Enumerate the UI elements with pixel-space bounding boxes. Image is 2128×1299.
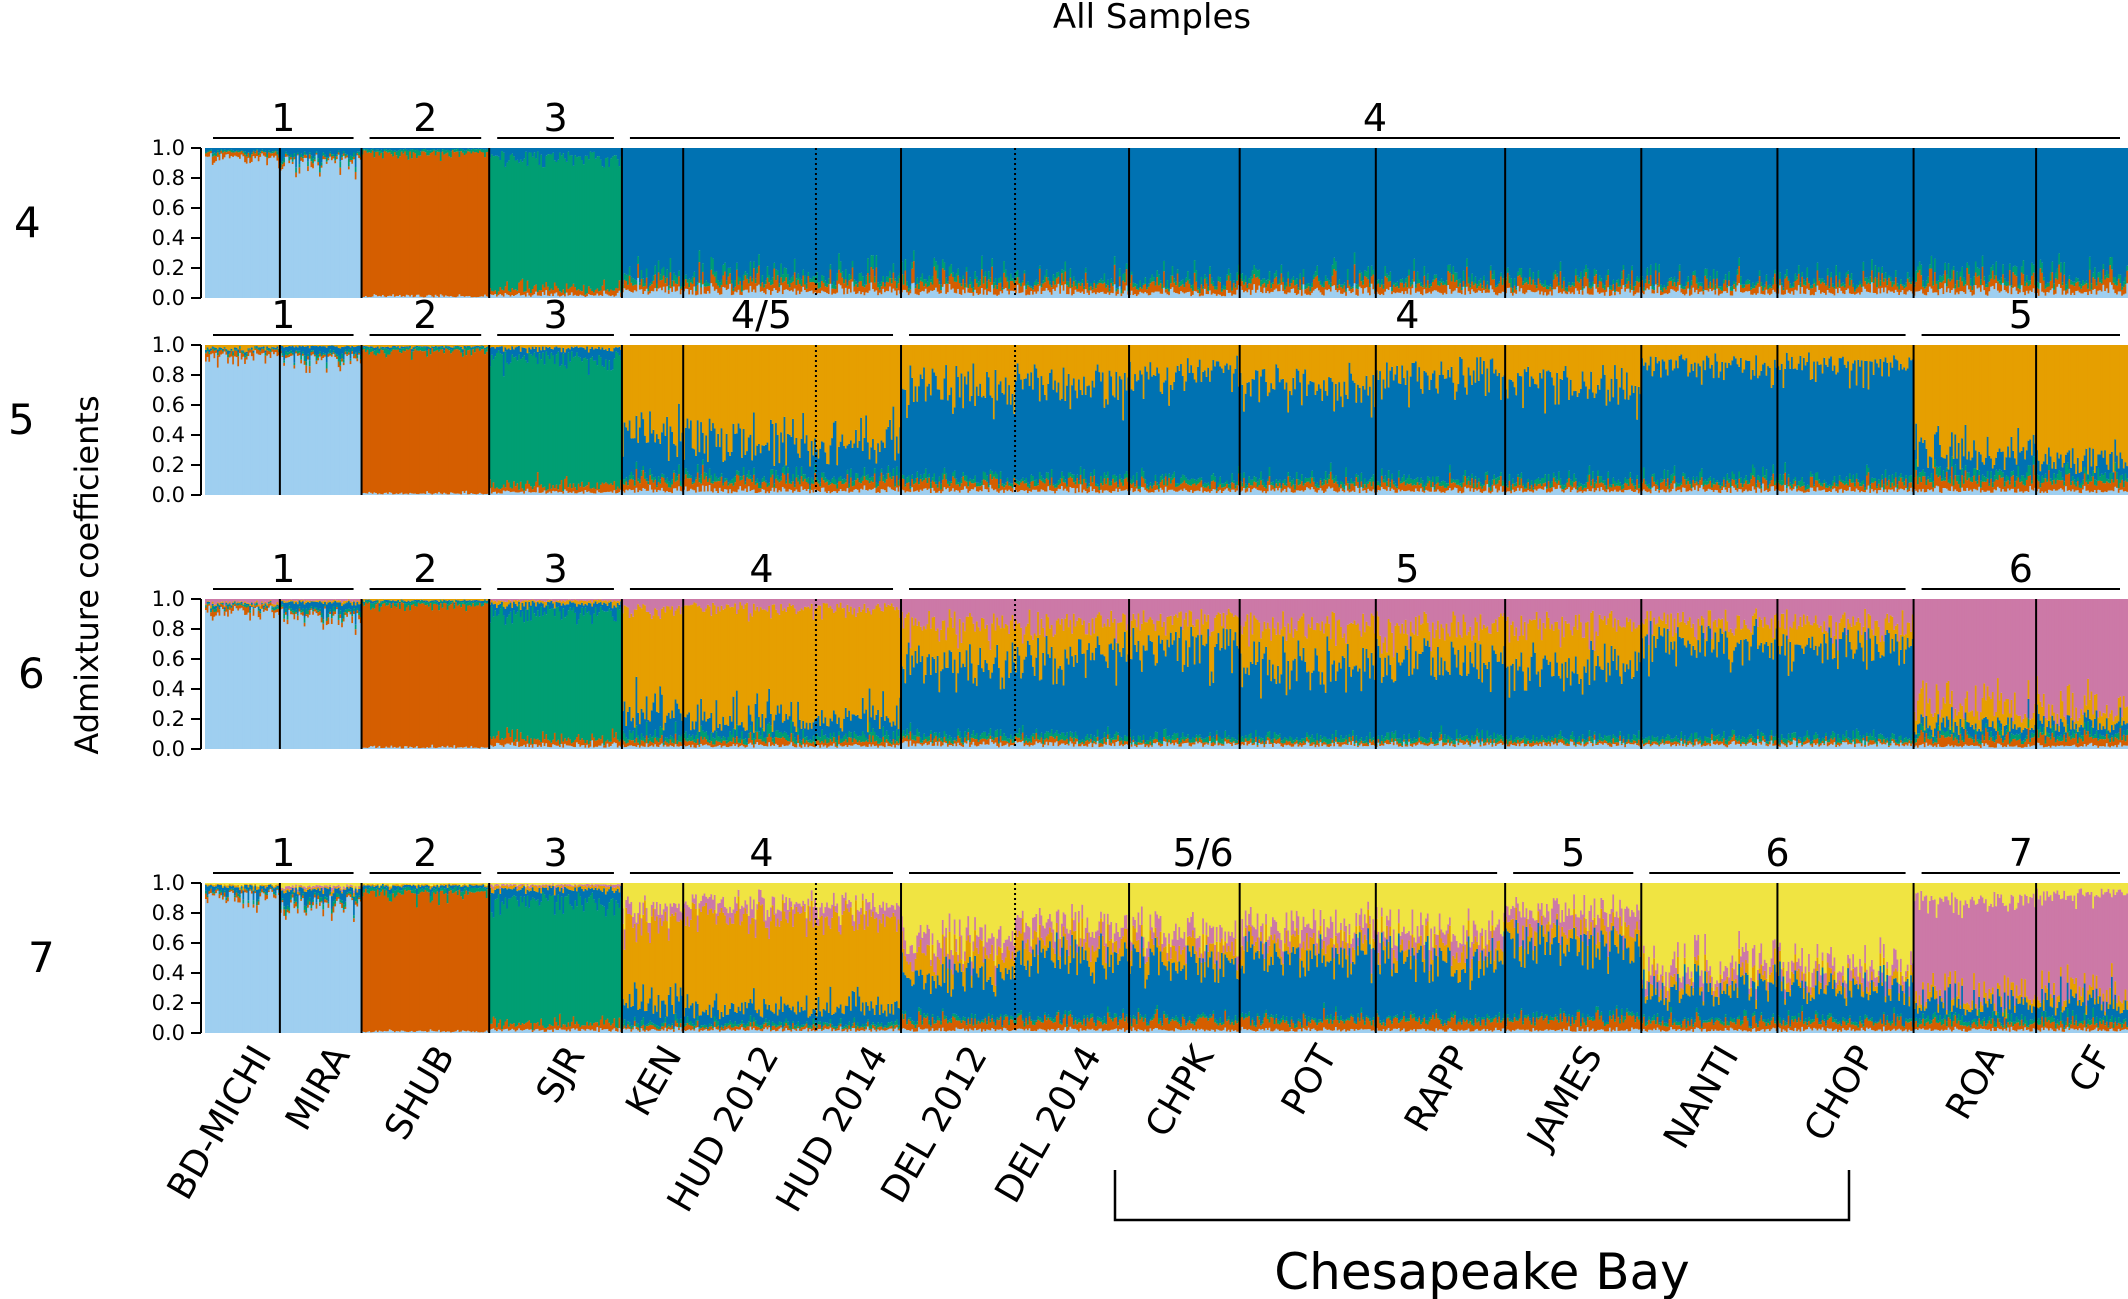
y-tick-label: 1.0 bbox=[152, 136, 185, 160]
bars bbox=[205, 148, 2128, 298]
cluster-label: 1 bbox=[271, 96, 295, 140]
chart-title: All Samples bbox=[1053, 0, 1251, 37]
k-label: 5 bbox=[8, 395, 35, 444]
y-tick-label: 1.0 bbox=[152, 333, 185, 357]
cluster-label: 3 bbox=[543, 96, 567, 140]
cluster-label: 4 bbox=[1363, 96, 1387, 140]
k-label: 4 bbox=[14, 198, 41, 247]
panel-k5: 50.00.20.40.60.81.01 2 3 4/5 4 5 bbox=[8, 293, 2128, 507]
y-tick-label: 0.6 bbox=[152, 196, 185, 220]
y-tick-label: 0.4 bbox=[152, 423, 185, 447]
y-tick-label: 0.0 bbox=[152, 286, 185, 310]
y-tick-label: 0.6 bbox=[152, 393, 185, 417]
structure-panels: 4 0.0 0.2 0.4 0.6 0.8 1.0 1 2 3 4 5 0.0 0.2 0.4 0.6 0.8 1… bbox=[8, 96, 2128, 1045]
bars bbox=[205, 345, 2128, 495]
cluster-label: 2 bbox=[413, 96, 437, 140]
admixture-figure: All Samples Admixture coefficients 4 0.0 0… bbox=[0, 0, 2128, 1299]
y-tick-label: 0.0 bbox=[152, 483, 185, 507]
y-tick-label: 0.2 bbox=[152, 256, 185, 280]
y-tick-label: 0.2 bbox=[152, 453, 185, 477]
y-axis-label: Admixture coefficients bbox=[68, 395, 106, 754]
y-tick-label: 0.8 bbox=[152, 363, 185, 387]
panel-k4: 4 0.0 0.2 0.4 0.6 0.8 1.0 1 2 3 4 bbox=[14, 96, 2128, 310]
y-tick-label: 0.4 bbox=[152, 226, 185, 250]
y-tick-label: 0.8 bbox=[152, 166, 185, 190]
